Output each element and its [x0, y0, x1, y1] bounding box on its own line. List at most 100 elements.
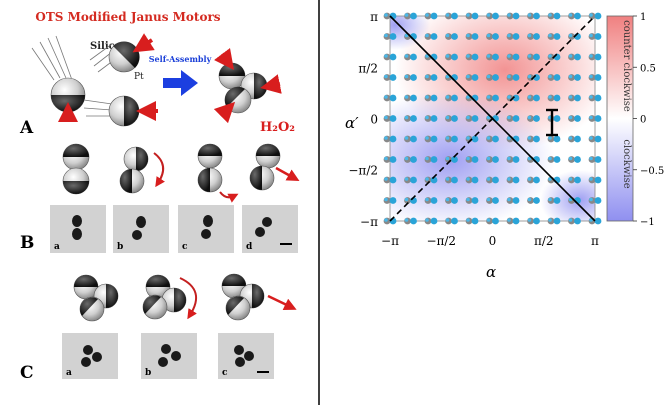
rotation-dot [588, 74, 602, 81]
rotation-dot [424, 135, 438, 143]
micrographs-b: a b c d [50, 205, 298, 253]
rotation-dot [506, 217, 520, 225]
rotation-dot [383, 197, 397, 204]
micrograph-label: a [54, 242, 60, 252]
blue-arrow-icon [163, 70, 198, 96]
rotation-dot [486, 176, 499, 184]
rotation-dot [424, 94, 438, 102]
h2o2-label: H₂O₂ [260, 120, 295, 135]
rotation-dot [404, 115, 417, 122]
rotation-dot [424, 74, 438, 81]
i-marker [546, 108, 558, 137]
rotation-dot [547, 53, 561, 61]
x-axis-label: α [486, 263, 496, 281]
rotation-dot [547, 135, 561, 143]
rotation-dot [527, 197, 540, 204]
rotation-dot [506, 53, 520, 61]
rotation-dot [465, 217, 479, 225]
rotation-dot [383, 53, 397, 61]
rotation-dot [568, 74, 581, 81]
rotation-dot [424, 115, 438, 122]
red-arrow-icon [260, 74, 282, 94]
rotation-dot [547, 33, 561, 40]
rotation-dot [588, 12, 602, 20]
x-tick-label: π [591, 234, 599, 248]
colorbar-tick-label: −0.5 [640, 166, 664, 177]
y-tick-labels: π π/2 0 −π/2 −π [348, 10, 378, 229]
rotation-dot [404, 53, 417, 61]
rotation-dot [424, 156, 438, 163]
rotation-dot [506, 115, 520, 122]
rotation-dot [568, 12, 581, 20]
rotation-dot [588, 94, 602, 102]
rotation-dot [383, 135, 397, 143]
colorbar-label-top: counter clockwise [621, 20, 632, 112]
rotation-dot [383, 115, 397, 122]
rotation-dot [588, 33, 602, 40]
silica-label: Silica [90, 41, 122, 52]
rotation-dot [588, 135, 602, 143]
rotation-dot [506, 74, 520, 81]
y-tick-label: −π/2 [348, 164, 378, 178]
rotation-dot [465, 33, 479, 40]
pt-label: Pt [134, 72, 144, 82]
panel-a-title: OTS Modified Janus Motors [35, 10, 220, 24]
colorbar-tick-label: 0.5 [640, 63, 656, 74]
rotation-dot [404, 94, 417, 102]
micrograph-label: b [117, 242, 123, 252]
rotation-dot [486, 156, 499, 163]
rotation-dot [486, 135, 499, 143]
rotation-dot [445, 33, 458, 40]
rotation-dot [506, 33, 520, 40]
rotation-dot [527, 94, 540, 102]
rotation-dot [424, 217, 438, 225]
assembled-trimer [218, 62, 268, 114]
y-tick-label: π/2 [358, 61, 378, 75]
y-axis-label: α′ [345, 114, 359, 132]
rotation-dot [527, 135, 540, 143]
rotation-dot [506, 176, 520, 184]
rotation-dot [486, 197, 499, 204]
rotation-dot [547, 74, 561, 81]
rotation-dot [404, 12, 417, 20]
left-panel: OTS Modified Janus Motors Silica Pt [19, 10, 300, 383]
rotation-dot [445, 53, 458, 61]
rotation-dot [465, 94, 479, 102]
x-tick-label: π/2 [534, 234, 554, 248]
rotation-dot [486, 33, 499, 40]
rotation-dot [527, 33, 540, 40]
rotation-dot [465, 74, 479, 81]
rotation-dot [465, 53, 479, 61]
red-arrow-icon [213, 101, 236, 124]
rotation-dot [445, 217, 458, 225]
rotation-dot [588, 115, 602, 122]
rotation-dot [383, 94, 397, 102]
trimer-schematics [73, 273, 297, 322]
rotation-dot [527, 12, 540, 20]
diagonal-dashed-line [389, 15, 596, 222]
rotation-dot [527, 53, 540, 61]
red-arrow-icon [214, 48, 234, 70]
rotation-dot [568, 135, 581, 143]
right-panel-chart: π π/2 0 −π/2 −π −π −π/2 0 π/2 π α′ α 1 0.5 0 −0.5 −1… [345, 10, 664, 281]
rotation-dot [445, 176, 458, 184]
rotation-dot [424, 197, 438, 204]
rotation-dot [588, 156, 602, 163]
panel-letter-a: A [19, 118, 34, 138]
rotation-dot [547, 197, 561, 204]
y-tick-label: 0 [370, 113, 378, 127]
rotation-dot [568, 156, 581, 163]
rotation-dot [486, 74, 499, 81]
rotation-dot [404, 176, 417, 184]
rotation-dot [486, 53, 499, 61]
rotation-dot [465, 12, 479, 20]
panel-letter-b: B [20, 233, 34, 253]
rotation-dot [404, 197, 417, 204]
colorbar [606, 15, 634, 222]
x-tick-label: −π/2 [426, 234, 456, 248]
x-tick-labels: −π −π/2 0 π/2 π [381, 234, 599, 248]
rotation-dot [527, 115, 540, 122]
y-tick-label: −π [360, 215, 378, 229]
colorbar-tick-label: 0 [640, 115, 646, 126]
rotation-dot [568, 217, 581, 225]
